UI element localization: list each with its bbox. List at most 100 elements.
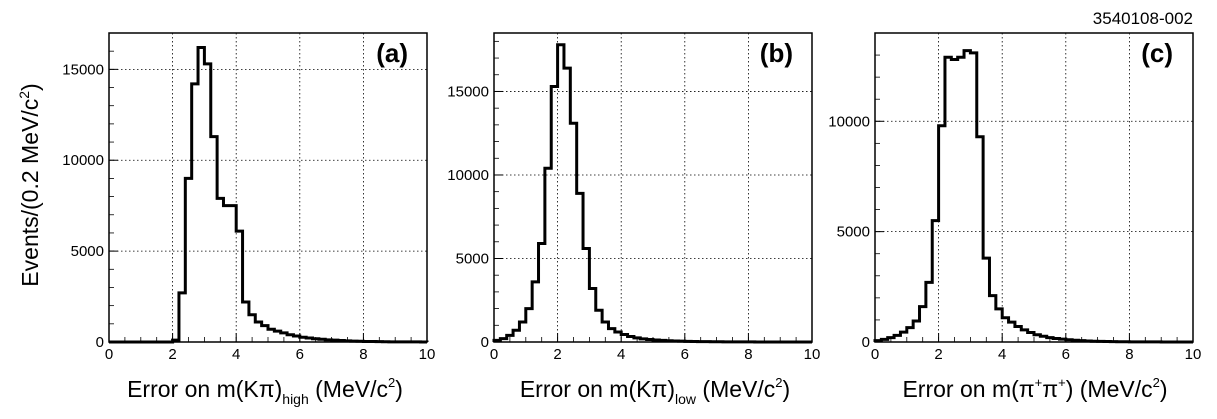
x-tick-label: 10 (419, 346, 436, 363)
histogram-bin (223, 206, 229, 342)
histogram-bin (977, 137, 983, 342)
x-tick-label: 0 (871, 346, 879, 363)
x-tick-label: 4 (617, 346, 625, 363)
histogram-bin (900, 332, 906, 342)
histogram-bin (363, 341, 369, 342)
histogram-bin (357, 341, 363, 342)
histogram-bin (1015, 327, 1021, 342)
histogram-bin (621, 334, 627, 342)
histogram-bin (602, 322, 608, 342)
histogram-bin (672, 341, 678, 342)
x-tick-label: 10 (804, 346, 821, 363)
panel-label: (a) (376, 38, 408, 68)
histogram-bin (185, 178, 191, 342)
histogram-bin (951, 59, 957, 342)
histogram-bin (262, 326, 268, 342)
x-tick-label: 6 (681, 346, 689, 363)
histogram-bin (1021, 330, 1027, 342)
histogram-bin (1079, 341, 1085, 342)
histogram-bin (230, 206, 236, 342)
histogram-bin (1047, 338, 1053, 342)
histogram-bin (539, 243, 545, 342)
histogram-series (109, 46, 429, 344)
histogram-bin (647, 339, 653, 342)
x-tick-label: 2 (934, 346, 942, 363)
plot-frame (874, 32, 1194, 343)
histogram-bin (500, 339, 506, 342)
x-tick-label: 2 (168, 346, 176, 363)
histogram-bin (939, 126, 945, 342)
histogram-bin (1053, 338, 1059, 342)
figure-id: 3540108-002 (1093, 9, 1193, 28)
y-tick-label: 0 (96, 334, 104, 351)
histogram-bin (932, 221, 938, 342)
histogram-bin (494, 340, 500, 342)
histogram-bin (249, 315, 255, 342)
histogram-bin (211, 137, 217, 342)
histogram-bin (615, 332, 621, 342)
plot-frame (108, 32, 428, 343)
histogram-bin (1059, 339, 1065, 342)
histogram-bin (545, 168, 551, 342)
histogram-bin (519, 322, 525, 342)
histogram-bin (970, 53, 976, 342)
histogram-series (492, 43, 812, 344)
histogram-bin (659, 340, 665, 342)
histogram-bin (198, 48, 204, 342)
histogram-bin (293, 336, 299, 342)
histogram-bin (983, 258, 989, 342)
histogram-bin (319, 339, 325, 342)
y-tick-label: 15000 (447, 83, 489, 100)
histogram-bin (926, 282, 932, 342)
histogram-bin (192, 84, 198, 342)
histogram-bin (1098, 341, 1104, 342)
histogram-bin (338, 341, 344, 342)
histogram-bin (907, 328, 913, 342)
histogram-bin (1040, 336, 1046, 342)
panel-label: (c) (1141, 38, 1173, 68)
y-tick-label: 10000 (62, 152, 104, 169)
histogram-bin (691, 341, 697, 342)
x-tick-label: 0 (105, 346, 113, 363)
histogram-bin (351, 341, 357, 342)
panel-label: (b) (760, 38, 793, 68)
histogram-bin (989, 296, 995, 342)
histogram-bin (640, 339, 646, 342)
histogram-bin (570, 123, 576, 342)
histogram-bin (634, 338, 640, 342)
x-tick-label: 8 (744, 346, 752, 363)
x-tick-label: 6 (1062, 346, 1070, 363)
histogram-bin (1034, 335, 1040, 342)
histogram-bin (313, 339, 319, 342)
histogram-bin (881, 339, 887, 342)
histogram-bin (958, 57, 964, 342)
histogram-bin (255, 322, 261, 342)
panel-a: 0 2 4 6 8 10 0 5000 10000 15000 (a) Error on m(Kπ)h… (62, 32, 436, 407)
histogram-bin (281, 333, 287, 342)
x-tick-label: 4 (232, 346, 240, 363)
x-axis-title: Error on m(π+π+) (MeV/c2) (902, 375, 1167, 402)
y-tick-label: 10000 (828, 113, 870, 130)
histogram-bin (888, 338, 894, 342)
histogram-bin (274, 331, 280, 342)
x-tick-label: 4 (998, 346, 1006, 363)
histogram-bin (1072, 340, 1078, 342)
histogram-bin (1028, 333, 1034, 342)
y-axis-title: Events/(0.2 MeV/c2) (16, 83, 43, 286)
histogram-bin (945, 57, 951, 342)
histogram-bin (920, 307, 926, 342)
x-tick-label: 8 (359, 346, 367, 363)
histogram-bin (653, 340, 659, 342)
histogram-bin (875, 341, 881, 342)
x-tick-label: 10 (1185, 346, 1202, 363)
histogram-bin (173, 340, 179, 342)
x-tick-label: 0 (490, 346, 498, 363)
histogram-bin (179, 293, 185, 342)
histogram-bin (1066, 340, 1072, 342)
histogram-bin (1085, 341, 1091, 342)
histogram-bin (685, 341, 691, 342)
y-tick-label: 10000 (447, 167, 489, 184)
y-tick-label: 5000 (71, 243, 104, 260)
histogram-bin (1091, 341, 1097, 342)
